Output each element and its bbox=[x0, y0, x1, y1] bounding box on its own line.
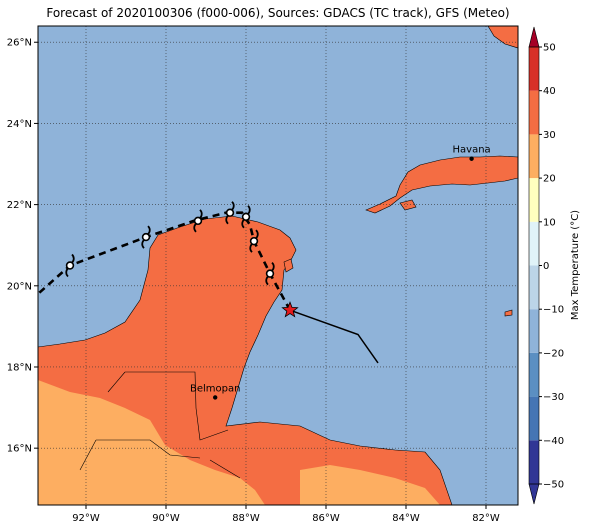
lon-tick-label: 88°W bbox=[232, 513, 260, 524]
colorbar-tick-label: 20 bbox=[543, 174, 556, 185]
lon-tick-label: 86°W bbox=[312, 513, 340, 524]
colorbar-band bbox=[529, 178, 539, 222]
land-cool-zones bbox=[38, 380, 440, 505]
colorbar-tick-label: −50 bbox=[543, 480, 564, 491]
colorbar-tick-label: 40 bbox=[543, 86, 556, 97]
storm-symbol-icon bbox=[241, 205, 251, 229]
latitude-tick-labels: 16°N 18°N 20°N 22°N 24°N 26°N bbox=[7, 38, 38, 455]
cyclone-current-position-marker bbox=[281, 301, 299, 318]
lat-tick-label: 22°N bbox=[7, 200, 32, 211]
lon-tick-label: 84°W bbox=[392, 513, 420, 524]
colorbar-tick-label: −40 bbox=[543, 436, 564, 447]
colorbar-extend-max bbox=[528, 26, 540, 48]
colorbar-tick-label: 30 bbox=[543, 130, 556, 141]
storm-symbol-icon bbox=[193, 209, 203, 233]
land-cool-guatemala bbox=[38, 380, 265, 505]
colorbar-band bbox=[529, 47, 539, 91]
storm-symbol-icon bbox=[65, 253, 75, 278]
colorbar-tick-label: 50 bbox=[543, 43, 556, 54]
lat-tick-label: 16°N bbox=[7, 444, 32, 455]
storm-symbol-icon bbox=[225, 201, 235, 225]
lat-tick-label: 26°N bbox=[7, 38, 32, 49]
land-cool-honduras bbox=[300, 465, 440, 505]
colorbar-band bbox=[529, 134, 539, 179]
colorbar-band bbox=[529, 440, 539, 484]
city-dot bbox=[213, 395, 218, 400]
city-markers: Havana Belmopan bbox=[190, 145, 491, 400]
colorbar-tick-label: −10 bbox=[543, 305, 564, 316]
colorbar-tick-label: −30 bbox=[543, 392, 564, 403]
land-cayman bbox=[504, 309, 513, 317]
colorbar-band bbox=[529, 221, 539, 266]
colorbar-band bbox=[529, 265, 539, 310]
colorbar-band bbox=[529, 352, 539, 397]
land-cozumel bbox=[283, 258, 294, 273]
colorbar-tick-label: −20 bbox=[543, 348, 564, 359]
city-label: Belmopan bbox=[190, 383, 240, 394]
storm-symbols bbox=[65, 201, 275, 286]
colorbar-tick-label: 0 bbox=[543, 261, 549, 272]
map-title: Forecast of 2020100306 (f000-006), Sourc… bbox=[46, 6, 510, 20]
city-label: Havana bbox=[453, 145, 491, 156]
colorbar-band bbox=[529, 309, 539, 353]
lon-tick-label: 90°W bbox=[152, 513, 180, 524]
colorbar-extend-min bbox=[528, 483, 540, 505]
lat-tick-label: 18°N bbox=[7, 362, 32, 373]
map-area: Havana Belmopan bbox=[38, 26, 518, 505]
colorbar-band bbox=[529, 90, 539, 135]
storm-symbol-icon bbox=[141, 225, 151, 249]
past-track-line bbox=[289, 309, 379, 364]
land-florida bbox=[487, 26, 518, 49]
lon-tick-label: 82°W bbox=[472, 513, 500, 524]
lon-tick-label: 92°W bbox=[72, 513, 100, 524]
lat-tick-label: 24°N bbox=[7, 119, 32, 130]
lat-tick-label: 20°N bbox=[7, 281, 32, 292]
colorbar-band bbox=[529, 396, 539, 441]
country-borders bbox=[79, 371, 241, 479]
city-dot bbox=[469, 156, 474, 161]
storm-symbol-icon bbox=[265, 261, 275, 286]
colorbar-tick-label: 10 bbox=[543, 217, 556, 228]
longitude-tick-labels: 92°W 90°W 88°W 86°W 84°W 82°W bbox=[72, 505, 500, 524]
colorbar: −50 −40 −30 −20 −10 0 10 20 30 40 50 bbox=[528, 26, 564, 505]
storm-symbol-icon bbox=[249, 229, 259, 253]
colorbar-label: Max Temperature (°C) bbox=[570, 210, 581, 320]
land-isla-juventud bbox=[399, 199, 417, 211]
map-frame bbox=[37, 25, 519, 506]
